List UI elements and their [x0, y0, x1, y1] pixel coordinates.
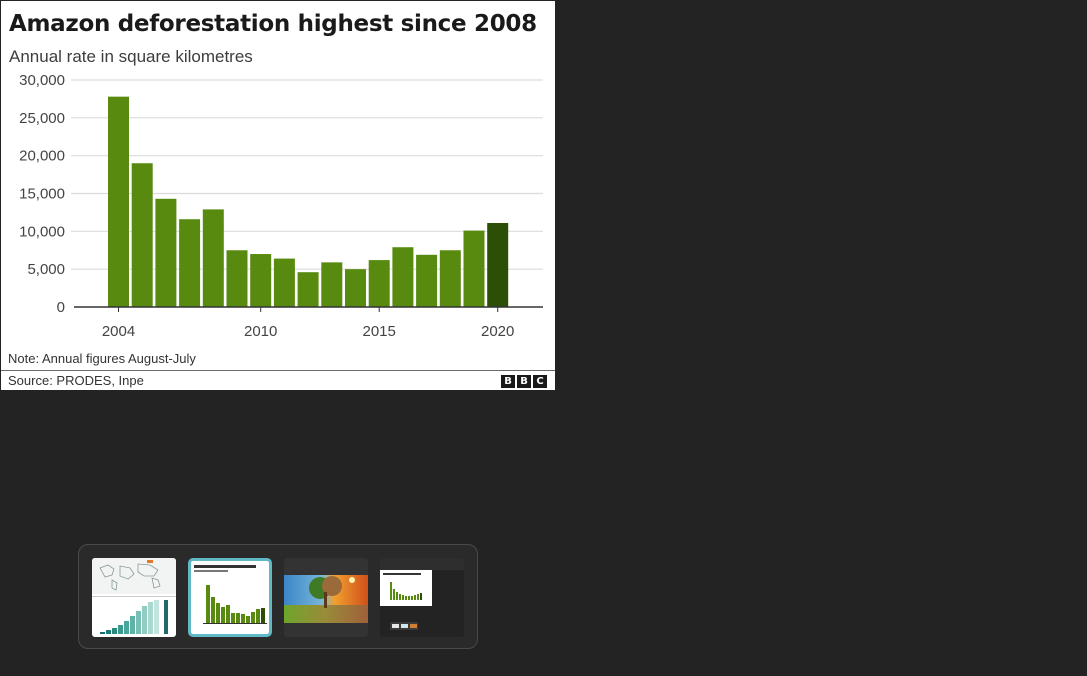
bar-2015 — [368, 260, 390, 307]
chart-title: Amazon deforestation highest since 2008 — [9, 11, 537, 37]
bar-2007 — [179, 219, 201, 307]
bar-2004 — [108, 96, 129, 307]
viewer-image: Amazon deforestation highest since 2008 … — [1, 1, 555, 390]
bar-2014 — [345, 269, 366, 307]
y-tick-label: 15,000 — [19, 186, 65, 203]
thumb-screenshot-viewer[interactable] — [380, 558, 464, 637]
bar-chart: 0 5,000 10,000 15,000 20,000 25,000 30,000 2004… — [19, 72, 543, 340]
bar-2019 — [463, 230, 485, 307]
bbc-logo: B B C — [501, 375, 547, 388]
bar-2005 — [131, 163, 153, 307]
chart-subtitle: Annual rate in square kilometres — [9, 47, 253, 66]
chart-note: Note: Annual figures August-July — [8, 351, 196, 366]
x-tick-label: 2020 — [481, 323, 514, 340]
thumb-world-map-chart[interactable] — [92, 558, 176, 637]
bar-2008 — [202, 209, 224, 307]
y-tick-label: 10,000 — [19, 223, 65, 240]
bbc-logo-letter: B — [517, 375, 531, 388]
bbc-logo-letter: B — [501, 375, 515, 388]
thumbnail-strip — [78, 544, 478, 649]
bar-2016 — [392, 247, 414, 307]
x-tick-label: 2015 — [363, 323, 396, 340]
bar-2012 — [297, 272, 319, 307]
thumb-climate-tree-photo[interactable] — [284, 558, 368, 637]
x-tick-label: 2010 — [244, 323, 277, 340]
y-tick-label: 0 — [57, 299, 65, 316]
y-tick-label: 30,000 — [19, 72, 65, 89]
bar-2006 — [155, 198, 177, 307]
bar-2011 — [273, 258, 295, 307]
chart-source: Source: PRODES, Inpe — [8, 373, 144, 388]
thumb-deforestation-chart[interactable] — [188, 558, 272, 637]
footer-divider — [1, 370, 555, 371]
y-tick-label: 25,000 — [19, 110, 65, 127]
bar-2018 — [439, 250, 461, 307]
y-tick-label: 20,000 — [19, 148, 65, 165]
bar-2020 — [487, 223, 509, 307]
bar-2013 — [321, 262, 343, 307]
y-tick-label: 5,000 — [27, 261, 65, 278]
x-tick-label: 2004 — [102, 323, 135, 340]
bar-2009 — [226, 250, 248, 307]
bar-2017 — [416, 254, 438, 307]
bbc-logo-letter: C — [533, 375, 547, 388]
bar-2010 — [250, 254, 272, 307]
